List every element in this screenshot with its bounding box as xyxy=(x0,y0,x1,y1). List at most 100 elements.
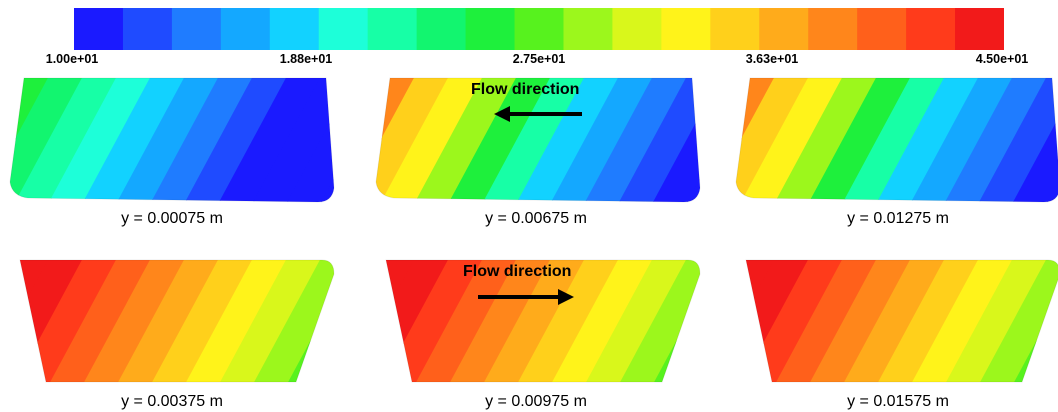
contour-band xyxy=(746,260,845,382)
contour-band xyxy=(82,78,187,202)
contour-panel-3 xyxy=(732,74,1058,204)
contour-band xyxy=(380,78,485,202)
panel-2-caption: y = 0.00675 m xyxy=(485,210,587,227)
contour-plot xyxy=(375,77,701,203)
legend-tick-3: 2.75e+01 xyxy=(512,52,566,66)
contour-band xyxy=(386,260,485,382)
legend-swatch xyxy=(465,8,516,50)
contour-band xyxy=(842,260,947,382)
contour-band xyxy=(482,260,587,382)
panel-4-caption: y = 0.00375 m xyxy=(121,393,223,410)
legend-tick-2: 1.88e+01 xyxy=(279,52,333,66)
legend-swatch xyxy=(367,8,418,50)
flow-direction-label-top: Flow direction xyxy=(471,81,580,98)
panel-5-caption: y = 0.00975 m xyxy=(485,393,587,410)
arrow-right-icon xyxy=(478,289,574,305)
contour-band xyxy=(286,78,334,202)
contour-panel-4 xyxy=(6,256,336,386)
arrow-left-icon xyxy=(494,106,582,122)
contour-plot xyxy=(745,259,1058,383)
panel-outline xyxy=(385,259,701,383)
contour-band xyxy=(774,260,879,382)
legend-tick-4: 3.63e+01 xyxy=(745,52,799,66)
contour-panel-1 xyxy=(6,74,336,204)
legend-swatch xyxy=(122,8,173,50)
contour-plot xyxy=(9,77,335,203)
legend-tick-1: 1.00e+01 xyxy=(45,52,99,66)
contour-band xyxy=(516,260,621,382)
panel-outline xyxy=(375,77,701,203)
contour-band xyxy=(14,78,119,202)
contour-band xyxy=(10,78,85,202)
legend-swatch xyxy=(318,8,369,50)
legend-swatch xyxy=(857,8,907,50)
contour-band xyxy=(808,260,913,382)
contour-band xyxy=(944,260,1049,382)
contour-band xyxy=(218,78,323,202)
flow-direction-label-bottom: Flow direction xyxy=(463,263,572,280)
contour-band xyxy=(482,78,587,202)
panel-outline xyxy=(735,77,1058,203)
contour-band xyxy=(150,260,255,382)
contour-panel-6 xyxy=(732,256,1058,386)
color-legend-bar xyxy=(74,8,1004,50)
contour-plot xyxy=(385,259,701,383)
contour-panel-5 xyxy=(372,256,702,386)
contour-band xyxy=(736,78,811,202)
legend-swatch xyxy=(563,8,614,50)
panel-3-caption: y = 0.01275 m xyxy=(847,210,949,227)
contour-band xyxy=(20,260,119,382)
contour-band xyxy=(910,78,1015,202)
contour-plot xyxy=(19,259,335,383)
contour-band xyxy=(414,78,519,202)
panel-1-caption: y = 0.00075 m xyxy=(121,210,223,227)
legend-swatch xyxy=(612,8,662,50)
contour-band xyxy=(876,260,981,382)
contour-band xyxy=(150,78,255,202)
contour-band xyxy=(876,78,981,202)
legend-swatch xyxy=(171,8,222,50)
contour-band xyxy=(550,260,655,382)
panel-6-caption: y = 0.01575 m xyxy=(847,393,949,410)
contour-band xyxy=(116,78,221,202)
color-legend-ticks: 1.00e+01 1.88e+01 2.75e+01 3.63e+01 4.50… xyxy=(0,52,1058,68)
contour-band xyxy=(944,78,1049,202)
contour-band xyxy=(376,78,417,202)
legend-tick-5: 4.50e+01 xyxy=(975,52,1029,66)
legend-swatch xyxy=(808,8,858,50)
contour-panel-2 xyxy=(372,74,702,204)
contour-band xyxy=(448,78,553,202)
contour-band xyxy=(10,78,51,202)
panel-outline xyxy=(9,77,335,203)
contour-band xyxy=(376,78,451,202)
contour-band xyxy=(550,78,655,202)
legend-swatch xyxy=(710,8,760,50)
contour-band xyxy=(808,78,913,202)
contour-band xyxy=(584,260,689,382)
legend-swatch xyxy=(269,8,320,50)
panel-outline xyxy=(19,259,335,383)
contour-band xyxy=(1012,78,1058,202)
contour-band xyxy=(842,78,947,202)
legend-swatch xyxy=(759,8,809,50)
contour-band xyxy=(184,260,289,382)
contour-band xyxy=(218,260,323,382)
contour-band xyxy=(774,78,879,202)
contour-band xyxy=(740,78,845,202)
contour-band xyxy=(910,260,1015,382)
contour-band xyxy=(184,78,289,202)
contour-band xyxy=(414,260,519,382)
legend-swatch xyxy=(416,8,467,50)
legend-swatch xyxy=(514,8,565,50)
contour-plot xyxy=(735,77,1058,203)
contour-band xyxy=(48,78,153,202)
legend-swatch xyxy=(661,8,711,50)
contour-band xyxy=(516,78,621,202)
contour-band xyxy=(584,78,689,202)
contour-band xyxy=(48,260,153,382)
contour-band xyxy=(82,260,187,382)
legend-swatch xyxy=(955,8,1004,50)
legend-swatch xyxy=(220,8,271,50)
contour-band xyxy=(448,260,553,382)
panel-outline xyxy=(745,259,1058,383)
